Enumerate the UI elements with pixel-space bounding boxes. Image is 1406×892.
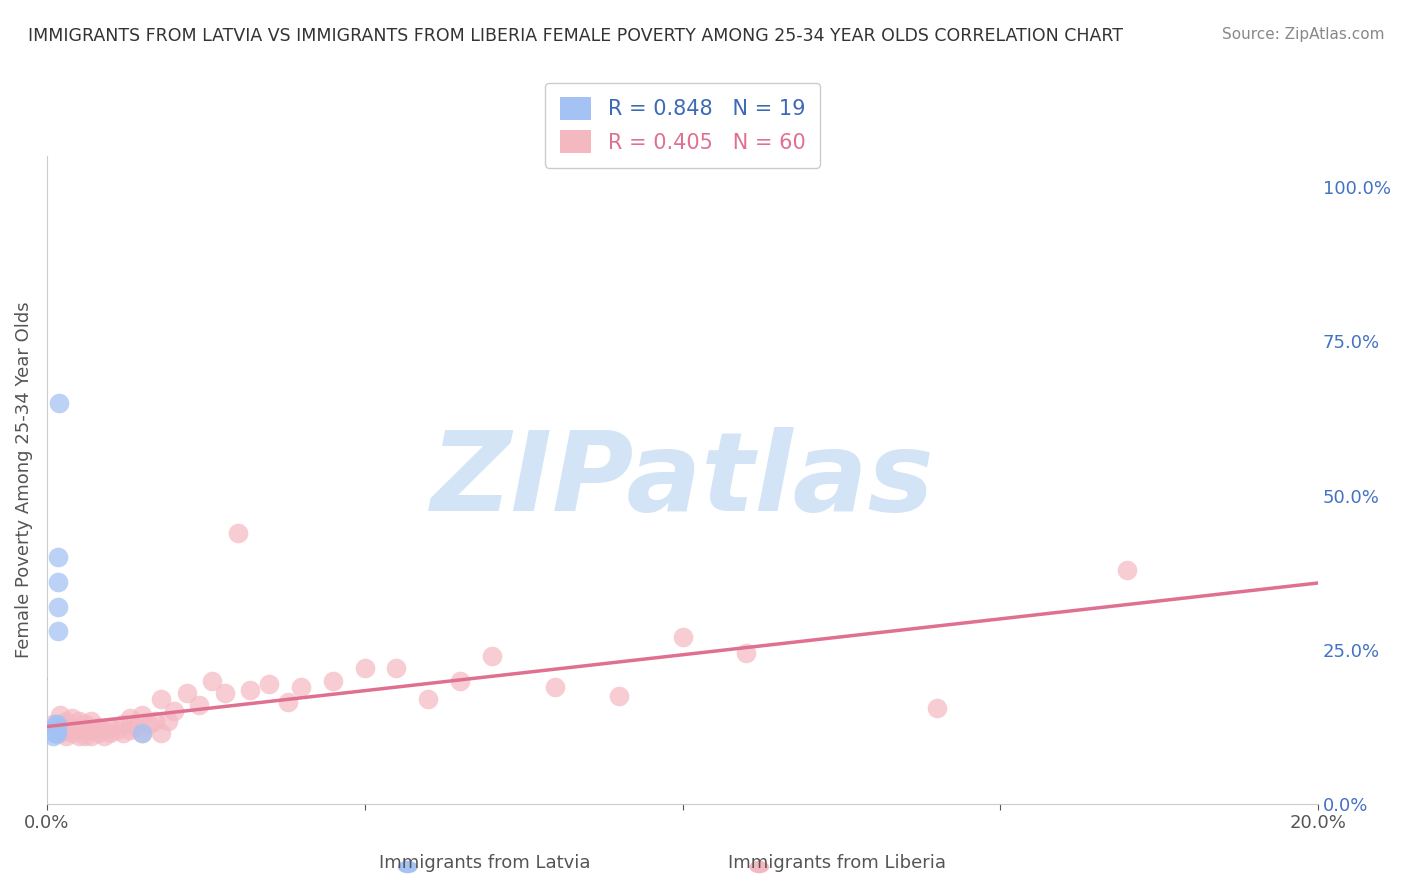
- Point: [87, 726, 110, 740]
- Text: IMMIGRANTS FROM LATVIA VS IMMIGRANTS FROM LIBERIA FEMALE POVERTY AMONG 25-34 YEA: IMMIGRANTS FROM LATVIA VS IMMIGRANTS FRO…: [28, 27, 1123, 45]
- Point: [118, 723, 141, 737]
- Point: [45, 726, 67, 740]
- Point: [46, 550, 69, 565]
- Point: [67, 729, 90, 743]
- Point: [100, 726, 122, 740]
- Point: [481, 648, 503, 663]
- Text: Immigrants from Latvia: Immigrants from Latvia: [380, 855, 591, 872]
- Point: [93, 729, 115, 743]
- Point: [55, 729, 77, 743]
- Point: [156, 714, 179, 728]
- Point: [80, 723, 103, 737]
- Point: [150, 692, 173, 706]
- Y-axis label: Female Poverty Among 25-34 Year Olds: Female Poverty Among 25-34 Year Olds: [15, 301, 32, 658]
- Point: [45, 723, 67, 737]
- Text: Immigrants from Liberia: Immigrants from Liberia: [727, 855, 946, 872]
- Text: ZIPatlas: ZIPatlas: [430, 426, 935, 533]
- Point: [322, 673, 344, 688]
- Point: [60, 711, 83, 725]
- Point: [131, 726, 153, 740]
- Point: [353, 661, 375, 675]
- Point: [73, 729, 96, 743]
- Point: [259, 676, 281, 690]
- Point: [105, 723, 128, 737]
- Point: [277, 695, 299, 709]
- Point: [1116, 563, 1139, 577]
- Point: [48, 726, 70, 740]
- Point: [45, 716, 67, 731]
- Point: [60, 720, 83, 734]
- Point: [46, 726, 69, 740]
- Point: [131, 726, 153, 740]
- Point: [138, 716, 160, 731]
- Point: [67, 714, 90, 728]
- Point: [188, 698, 211, 713]
- Point: [46, 720, 69, 734]
- Point: [42, 716, 65, 731]
- Point: [449, 673, 471, 688]
- Legend: R = 0.848   N = 19, R = 0.405   N = 60: R = 0.848 N = 19, R = 0.405 N = 60: [546, 83, 820, 168]
- Point: [42, 723, 65, 737]
- Point: [239, 682, 262, 697]
- Point: [112, 726, 135, 740]
- Point: [226, 525, 249, 540]
- Point: [118, 711, 141, 725]
- Point: [93, 723, 115, 737]
- Point: [46, 599, 69, 614]
- Point: [44, 726, 66, 740]
- Point: [176, 686, 198, 700]
- Point: [55, 714, 77, 728]
- Point: [73, 723, 96, 737]
- Point: [544, 680, 567, 694]
- Point: [46, 624, 69, 639]
- Point: [385, 661, 408, 675]
- Point: [55, 723, 77, 737]
- Point: [48, 707, 70, 722]
- Point: [80, 714, 103, 728]
- Point: [60, 726, 83, 740]
- Point: [671, 631, 693, 645]
- Point: [44, 726, 66, 740]
- Point: [607, 689, 630, 703]
- Point: [214, 686, 236, 700]
- Point: [125, 720, 148, 734]
- Point: [735, 646, 758, 660]
- Point: [48, 396, 70, 410]
- Point: [67, 723, 90, 737]
- Point: [201, 673, 224, 688]
- Point: [925, 701, 948, 715]
- Point: [42, 723, 65, 737]
- Point: [112, 716, 135, 731]
- Point: [100, 720, 122, 734]
- Point: [42, 729, 65, 743]
- Point: [45, 723, 67, 737]
- Point: [80, 729, 103, 743]
- Text: Source: ZipAtlas.com: Source: ZipAtlas.com: [1222, 27, 1385, 42]
- Point: [46, 716, 69, 731]
- Point: [46, 574, 69, 589]
- Point: [44, 723, 66, 737]
- Point: [163, 705, 186, 719]
- Point: [418, 692, 440, 706]
- Point: [44, 720, 66, 734]
- Point: [131, 707, 153, 722]
- Point: [73, 716, 96, 731]
- Point: [143, 714, 166, 728]
- Point: [87, 720, 110, 734]
- Point: [290, 680, 312, 694]
- Point: [150, 726, 173, 740]
